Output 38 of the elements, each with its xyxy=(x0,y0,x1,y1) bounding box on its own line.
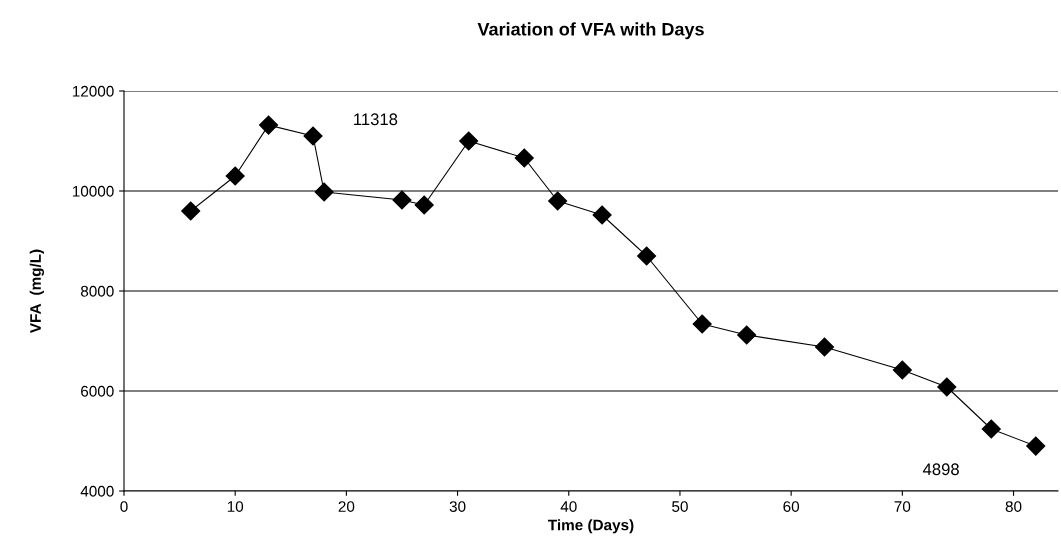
point xyxy=(981,419,1001,439)
point xyxy=(414,195,434,215)
point xyxy=(392,190,412,210)
point xyxy=(637,246,657,266)
point xyxy=(459,131,479,151)
point xyxy=(314,182,334,202)
x-tick-label: 0 xyxy=(120,501,128,512)
point xyxy=(259,115,279,135)
y-tick-label: 12000 xyxy=(72,85,114,97)
y-tick-label: 10000 xyxy=(72,185,114,197)
x-tick-label: 50 xyxy=(672,501,688,512)
y-tick-label: 6000 xyxy=(81,385,114,397)
x-tick-label: 30 xyxy=(449,501,466,512)
x-tick-label: 40 xyxy=(560,501,577,512)
point xyxy=(514,148,534,168)
chart-title: Variation of VFA with Days xyxy=(477,22,704,40)
y-axis-title: VFA (mg/L) xyxy=(29,249,45,334)
y-tick-label: 4000 xyxy=(80,485,114,497)
annotation: 4898 xyxy=(922,463,959,476)
point xyxy=(892,360,912,380)
x-tick-label: 80 xyxy=(1005,501,1022,512)
point xyxy=(181,201,201,221)
x-tick-label: 60 xyxy=(783,501,800,512)
point xyxy=(548,191,568,211)
point xyxy=(937,377,957,397)
x-tick-label: 20 xyxy=(338,501,355,512)
point xyxy=(592,205,612,225)
annotation: 11318 xyxy=(354,113,398,126)
x-axis-title: Time (Days) xyxy=(548,519,634,534)
y-tick-label: 8000 xyxy=(80,285,114,297)
point xyxy=(814,337,835,357)
point xyxy=(737,325,757,345)
point xyxy=(692,314,712,334)
point xyxy=(225,166,245,186)
point xyxy=(303,126,323,146)
x-tick-label: 10 xyxy=(227,501,244,512)
x-tick-label: 70 xyxy=(894,501,911,512)
point xyxy=(1026,436,1046,456)
